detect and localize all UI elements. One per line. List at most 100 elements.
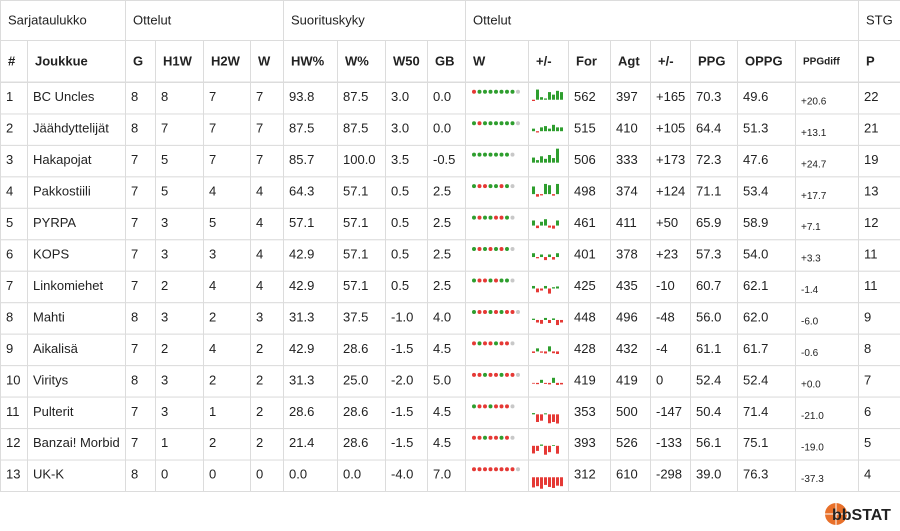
margin-bar [548,346,551,352]
cell-text: 500 [616,404,638,419]
margin-bar [556,127,559,132]
cell-text: 61.1 [696,341,721,356]
margin-bar [532,157,535,163]
margin-bar [544,183,547,195]
cell-text: 4 [209,184,216,199]
table-cell [795,396,859,430]
table-cell [283,365,338,398]
margin-bar [532,445,535,454]
table-cell [0,333,28,367]
cell-text: Jäähdyttelijät [33,121,109,136]
ppg-diff: -19.0 [801,442,824,453]
table-cell [125,365,156,398]
form-dot [477,341,482,346]
form-dot [494,278,498,283]
table-cell [690,82,738,115]
table-cell [858,459,900,492]
form-dot [505,278,509,283]
ppg-diff: +20.6 [801,96,827,107]
table-cell [155,176,204,209]
table-cell [27,365,126,398]
margin-bar [556,477,559,486]
cell-text: 0.0 [433,121,451,136]
form-dot [505,341,509,346]
table-cell [858,428,900,461]
table-cell [125,144,156,178]
table-cell [125,270,156,304]
table-cell [27,333,126,367]
cell-text: 432 [616,341,638,356]
cell-text: Aikalisä [33,341,79,356]
margin-bar [536,194,539,197]
cell-text: 7 [256,89,263,104]
cell-text: 5 [161,184,168,199]
table-cell [650,302,691,335]
cell-text: 3 [209,246,216,261]
margin-bar [540,97,543,100]
table-cell [203,144,251,178]
table-cell [568,144,611,178]
margin-bar [544,413,547,415]
margin-bar [548,319,551,324]
column-header-cell [125,40,156,83]
table-cell [610,428,651,461]
cell-text: 4.0 [433,309,451,324]
margin-bar [540,194,543,196]
cell-text: 3 [161,246,168,261]
cell-text: 435 [616,278,638,293]
column-header: +/- [658,53,674,68]
table-cell [528,365,569,398]
table-cell [465,428,529,461]
cell-text: 4 [209,278,216,293]
cell-text: -48 [656,309,675,324]
margin-bar [540,156,543,163]
table-cell [27,302,126,335]
cell-text: 7 [864,372,871,387]
table-cell [737,459,796,492]
table-cell [0,270,28,304]
table-cell [385,459,428,492]
form-dot [477,309,482,314]
column-header: Agt [618,53,640,68]
form-dot [472,215,476,220]
cell-text: 12 [864,215,878,230]
cell-text: 2 [209,372,216,387]
cell-text: 56.0 [696,309,721,324]
column-header: PPGdiff [803,57,840,68]
margin-bar [548,128,551,132]
column-header: H2W [211,53,241,68]
cell-text: 2.5 [433,184,451,199]
cell-text: 58.9 [743,215,768,230]
margin-bar [552,287,555,289]
cell-text: 2 [6,121,13,136]
table-cell [427,302,466,335]
ppg-diff: -37.3 [801,474,824,485]
table-cell [528,302,569,335]
table-cell [155,428,204,461]
table-cell [795,428,859,461]
table-cell [27,144,126,178]
margin-bar [536,160,539,163]
form-dot [505,215,509,220]
group-header: Suorituskyky [291,12,365,27]
column-header: G [133,53,143,68]
cell-text: Pakkostiili [33,184,91,199]
cell-text: 3 [161,309,168,324]
cell-text: BC Uncles [33,89,95,104]
cell-text: 39.0 [696,467,721,482]
margin-bar [544,351,547,354]
cell-text: 4 [256,246,263,261]
table-cell [250,239,284,272]
table-cell [795,144,859,178]
table-cell [465,144,529,178]
table-cell [385,365,428,398]
form-dot [488,278,493,283]
cell-text: 397 [616,89,638,104]
cell-text: 496 [616,309,638,324]
form-dot [505,309,509,314]
form-dot [472,152,476,157]
margin-bar [540,127,543,132]
cell-text: 5 [6,215,13,230]
cell-text: 8 [6,309,13,324]
cell-text: 2 [209,435,216,450]
